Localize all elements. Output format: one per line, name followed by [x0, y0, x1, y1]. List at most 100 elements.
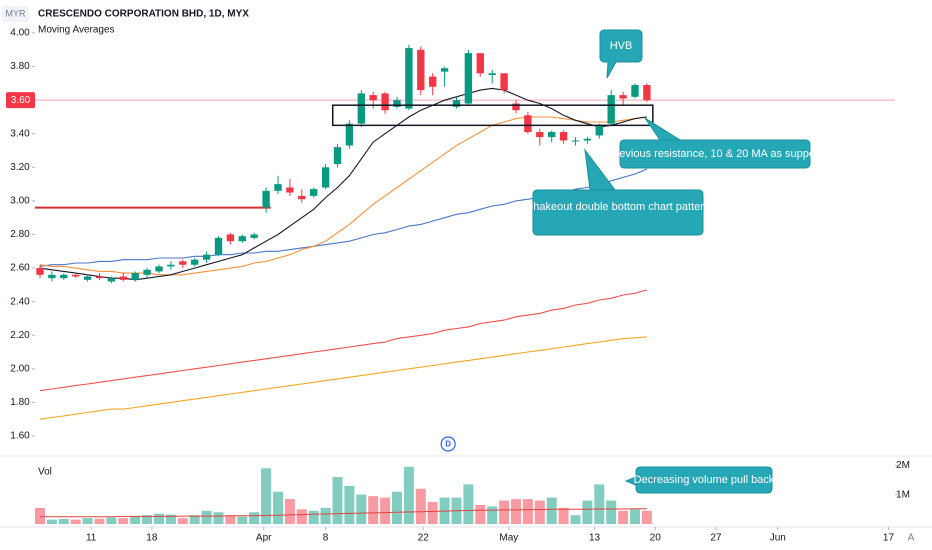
candle-body [405, 48, 413, 109]
x-tick-label: 20 [650, 533, 662, 544]
y-tick-label: 2.80 [10, 229, 30, 240]
moving-average [39, 87, 647, 281]
candle-body [548, 132, 556, 138]
candle-body [214, 237, 223, 255]
volume-bar [201, 510, 212, 524]
volume-bar [629, 509, 640, 524]
candle-body [143, 269, 151, 275]
candle-body [298, 195, 306, 200]
volume-bar [106, 517, 117, 524]
volume-bar [130, 516, 141, 524]
volume-bar [534, 500, 545, 524]
volume-bar [142, 515, 153, 524]
candle-body [202, 254, 211, 260]
candle-body [48, 274, 56, 279]
volume-ma [40, 508, 647, 518]
annotation-text: HVB [610, 40, 633, 52]
x-tick-label: Apr [256, 533, 272, 544]
y-tick-label: 2.00 [10, 363, 30, 374]
volume-bar [118, 518, 129, 524]
y-tick-label: 4.00 [10, 28, 30, 39]
annotation-text: Shakeout double bottom chart pattern [526, 201, 710, 213]
volume-bar [594, 484, 605, 524]
volume-bar [582, 500, 593, 524]
volume-bar [356, 494, 367, 524]
volume-bar [606, 500, 617, 524]
currency: MYR [6, 8, 27, 18]
candle-body [36, 268, 44, 275]
volume-bar [296, 509, 307, 524]
volume-bar [284, 499, 295, 524]
volume-bar [332, 477, 343, 524]
last-price-label: 3.60 [11, 95, 31, 106]
moving-average [39, 289, 648, 392]
volume-bar [475, 504, 486, 524]
candle-body [536, 132, 544, 138]
candle-body [571, 140, 580, 142]
volume-bar [510, 499, 521, 524]
x-tick-label: Jun [770, 533, 786, 544]
auto-scale-button[interactable]: A [908, 533, 915, 544]
candle-body [60, 274, 68, 279]
y-tick-label: 1.80 [10, 397, 30, 408]
resistance-bubble [619, 117, 811, 169]
volume-label: Vol [38, 467, 52, 478]
candle-body [310, 189, 318, 196]
volume-bar [213, 512, 224, 524]
chart-subtitle: Moving Averages [38, 25, 115, 36]
x-tick-label: 18 [146, 533, 158, 544]
candle-body [381, 93, 389, 111]
candle-body [429, 76, 437, 87]
y-tick-label: 3.00 [10, 196, 30, 207]
volume-bar [249, 512, 260, 524]
candle-body [72, 274, 80, 277]
volume-bar [368, 496, 379, 524]
volume-bar [58, 519, 69, 524]
candle-body [238, 236, 246, 242]
x-tick-label: 27 [710, 533, 722, 544]
volume-bar [391, 491, 402, 524]
event-marker [440, 436, 456, 452]
candle-body [464, 53, 473, 104]
volume-bar [237, 516, 248, 524]
candle-body [321, 167, 330, 188]
volume-bar [427, 502, 438, 524]
volume-bar [641, 510, 652, 524]
candle-body [179, 261, 187, 265]
chart-title: CRESCENDO CORPORATION BHD, 1D, MYX [38, 9, 249, 20]
annotation-text: Previous resistance, 10 & 20 MA as suppo… [608, 148, 821, 160]
candle-body [95, 276, 104, 279]
candle-body [191, 259, 199, 265]
candle-body [119, 276, 127, 280]
y-tick-label: 3.80 [10, 61, 30, 72]
candle-body [107, 278, 116, 282]
candle-body [500, 73, 508, 91]
candle-body [512, 103, 520, 111]
y-tick-label: 2.20 [10, 330, 30, 341]
candle-body [452, 100, 461, 107]
y-tick-label: 2.40 [10, 296, 30, 307]
candle-body [476, 53, 484, 74]
volume-bar [558, 507, 569, 524]
candle-body [440, 68, 449, 72]
annotations: HVB Previous resistance, 10 & 20 MA as s… [526, 29, 822, 494]
x-tick-label: 11 [86, 533, 97, 544]
candle-body [631, 85, 639, 97]
x-tick-label: 8 [323, 533, 329, 544]
candle-body [524, 115, 532, 133]
volume-bar [522, 499, 533, 524]
volume-bar [570, 515, 581, 524]
candle-body [393, 100, 401, 107]
currency-box[interactable] [2, 6, 29, 22]
candle-body [274, 184, 282, 191]
volume-bar [46, 519, 57, 524]
volume-tick-label: 1M [896, 489, 910, 500]
candle-body [226, 234, 235, 242]
candle-body [250, 234, 258, 238]
candle-body [643, 85, 651, 101]
volume-bar [189, 515, 200, 524]
volume-bar [463, 484, 474, 524]
volume-bar [35, 507, 45, 524]
volume-bar [320, 507, 331, 524]
